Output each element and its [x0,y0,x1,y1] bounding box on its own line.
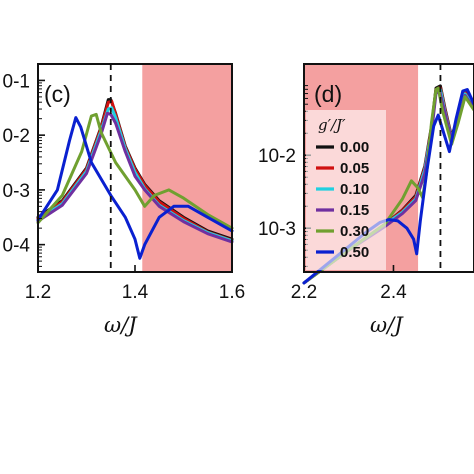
legend-title: g′/J′ [318,116,346,134]
series-group-c [36,98,234,260]
legend-entries: 0.00 0.05 0.10 0.15 0.30 0.50 [316,139,369,261]
y-tick-label-c-2: 0-3 [3,181,30,202]
x-axis-title-c: ω/J [104,313,138,337]
legend-label-4: 0.30 [340,223,369,240]
panel-label-d: (d) [314,81,342,107]
y-tick-label-d-1: 10-3 [258,219,296,240]
x-tick-label-d-0: 2.2 [291,282,317,303]
y-tick-label-c-3: 0-4 [3,236,31,257]
panel-c: 1.2 1.4 1.6 0-1 0-2 0-3 0-4 (c) ω/J [3,63,245,337]
x-tick-label-c-2: 1.6 [219,282,245,303]
legend: g′/J′ 0.00 0.05 0.10 0.15 0.30 0.50 [306,110,386,270]
x-ticks-d: 2.2 2.4 [291,265,407,303]
legend-label-3: 0.15 [340,202,369,219]
y-tick-label-d-0: 10-2 [258,146,296,167]
y-ticks-c: 0-1 0-2 0-3 0-4 [3,71,45,267]
y-tick-label-c-1: 0-2 [3,126,30,147]
y-tick-label-c-0: 0-1 [3,71,30,92]
legend-label-5: 0.50 [340,244,369,261]
series-line-c-3 [36,111,234,244]
series-line-c-5 [36,116,234,260]
series-line-c-4 [36,112,234,230]
legend-label-1: 0.05 [340,160,369,177]
x-tick-label-c-1: 1.4 [122,282,149,303]
legend-label-2: 0.10 [340,181,369,198]
legend-label-0: 0.00 [340,139,369,156]
panel-d: 2.2 2.4 10-210-3 (d) ω/J g′/J′ 0.000.050.… [258,63,474,337]
x-ticks-c: 1.2 1.4 1.6 [25,265,245,303]
plot-frame-d [303,63,474,273]
shaded-region-c [142,64,232,272]
x-tick-label-c-0: 1.2 [25,282,51,303]
x-tick-label-d-1: 2.4 [380,282,407,303]
panel-label-c: (c) [44,81,71,107]
x-axis-title-d: ω/J [370,313,404,337]
